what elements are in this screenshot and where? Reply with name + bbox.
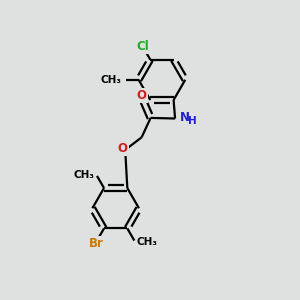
Text: CH₃: CH₃ xyxy=(136,237,158,247)
Text: CH₃: CH₃ xyxy=(74,169,95,180)
Text: O: O xyxy=(136,89,147,102)
Text: H: H xyxy=(188,116,196,126)
Text: Br: Br xyxy=(89,237,104,250)
Text: N: N xyxy=(180,110,190,124)
Text: O: O xyxy=(118,142,128,154)
Text: CH₃: CH₃ xyxy=(100,75,122,85)
Text: Cl: Cl xyxy=(136,40,149,53)
